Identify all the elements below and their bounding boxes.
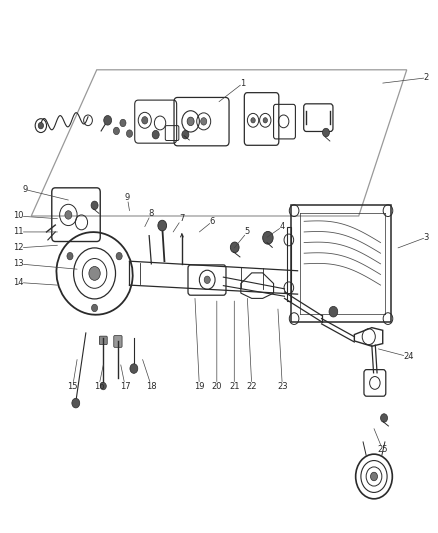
Circle shape (116, 253, 122, 260)
Circle shape (329, 306, 338, 317)
Text: 24: 24 (378, 349, 414, 361)
Text: 25: 25 (374, 429, 388, 455)
Circle shape (92, 304, 98, 312)
Circle shape (158, 220, 166, 231)
Text: 19: 19 (194, 298, 205, 391)
Text: 14: 14 (13, 278, 57, 287)
Text: 22: 22 (247, 298, 257, 391)
Circle shape (38, 123, 43, 129)
Circle shape (251, 118, 255, 123)
Text: 9: 9 (125, 193, 130, 211)
Circle shape (182, 131, 189, 139)
Text: 4: 4 (267, 222, 285, 237)
Text: 6: 6 (199, 217, 215, 232)
Circle shape (100, 382, 106, 390)
Text: 11: 11 (13, 228, 57, 237)
Text: 7: 7 (173, 214, 184, 232)
Circle shape (130, 364, 138, 373)
FancyBboxPatch shape (114, 336, 122, 348)
Text: 20: 20 (212, 301, 222, 391)
Text: 15: 15 (67, 360, 78, 391)
Text: 2: 2 (383, 73, 429, 83)
Circle shape (230, 242, 239, 253)
Circle shape (67, 253, 73, 260)
Circle shape (204, 276, 210, 284)
Circle shape (201, 118, 207, 125)
Circle shape (65, 211, 72, 219)
Circle shape (263, 231, 273, 244)
Text: 10: 10 (13, 212, 57, 221)
Circle shape (263, 118, 268, 123)
Circle shape (120, 119, 126, 127)
Text: 5: 5 (234, 228, 250, 248)
Circle shape (113, 127, 120, 135)
FancyBboxPatch shape (99, 336, 107, 345)
Text: 21: 21 (229, 301, 240, 391)
Circle shape (91, 201, 98, 209)
Circle shape (152, 131, 159, 139)
Circle shape (72, 398, 80, 408)
Circle shape (187, 117, 194, 126)
Text: 17: 17 (120, 365, 131, 391)
Text: 18: 18 (143, 360, 157, 391)
Text: 3: 3 (398, 233, 429, 248)
Circle shape (381, 414, 388, 422)
Text: 12: 12 (13, 244, 57, 253)
FancyArrowPatch shape (180, 234, 183, 237)
Circle shape (104, 116, 112, 125)
Text: 23: 23 (277, 309, 288, 391)
Circle shape (322, 128, 329, 137)
Circle shape (371, 472, 378, 481)
Text: 13: 13 (13, 260, 77, 269)
Text: 16: 16 (94, 365, 104, 391)
Text: 9: 9 (22, 185, 68, 200)
Circle shape (89, 266, 100, 280)
Circle shape (142, 117, 148, 124)
Text: 8: 8 (145, 209, 154, 227)
Circle shape (127, 130, 133, 138)
Text: 1: 1 (219, 78, 246, 102)
